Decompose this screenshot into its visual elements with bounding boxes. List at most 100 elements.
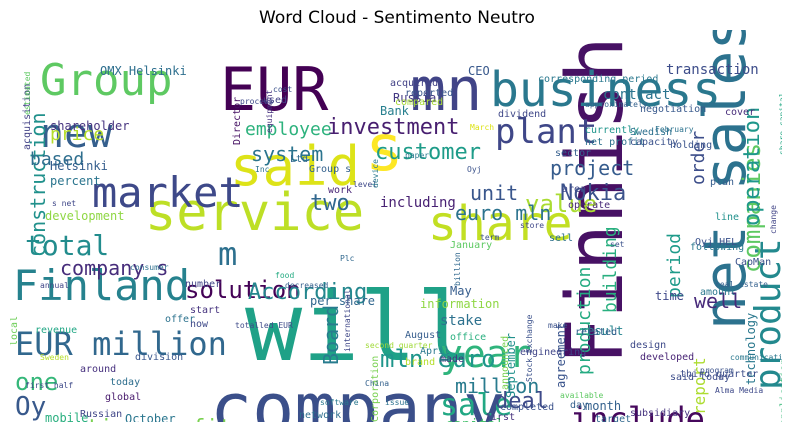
word-report: report: [690, 357, 709, 415]
word-alma-media: Alma Media: [715, 386, 763, 395]
word-acquired: acquired: [390, 78, 438, 89]
word-sweden: Sweden: [40, 353, 69, 362]
word-stake: stake: [440, 313, 482, 329]
word-contract: contract: [603, 87, 670, 103]
word-operate: operate: [568, 200, 610, 211]
word-construction: construction: [26, 113, 50, 258]
word-available: available: [560, 391, 604, 400]
word-bank: Bank: [380, 104, 410, 118]
word-capital: capital: [445, 417, 504, 422]
word-consumer: consumer: [130, 263, 169, 272]
word-holding: holding: [670, 140, 712, 151]
word-net-profit: net profit: [585, 137, 645, 148]
word-issue: issue: [385, 398, 409, 407]
word-global: global: [105, 392, 141, 403]
word-approximately: approximately: [585, 100, 648, 109]
word-third-quarter: third quarter: [680, 369, 758, 380]
word-division: division: [135, 352, 183, 363]
word-september: September: [504, 333, 518, 398]
word-change: change: [769, 205, 778, 234]
word-line: line: [715, 212, 739, 223]
word-technology: technology: [744, 313, 758, 385]
word-share: share: [428, 196, 573, 252]
word-mobile: mobile: [45, 411, 88, 422]
word-corporation: Corporation: [370, 356, 381, 422]
word-finnish: Finnish: [551, 36, 641, 365]
word-order: order: [688, 131, 709, 185]
word-russia: Russia: [393, 91, 436, 105]
word-building: building: [600, 226, 621, 313]
word-related: related: [575, 327, 617, 338]
word-billion: billion: [453, 252, 462, 286]
word-make: make: [548, 321, 567, 330]
word-office: office: [450, 332, 486, 343]
word-market: market: [92, 168, 244, 217]
word-cloud: company will EUR mn Finnish service share said s…: [10, 30, 782, 422]
word-capacity: capacity: [630, 137, 678, 148]
word-second-quarter: second quarter: [365, 341, 433, 350]
word-target: target: [595, 414, 631, 422]
word-operation: operation: [740, 107, 765, 226]
word-well: well: [694, 289, 742, 313]
word-including: including: [380, 195, 456, 211]
word-completed: completed: [500, 402, 554, 413]
word-subsidiary: subsidiary: [630, 408, 690, 419]
word-march: March: [470, 123, 494, 132]
word-program: program: [700, 366, 734, 375]
word-time: time: [655, 289, 684, 303]
word-include: include: [570, 400, 705, 422]
word-year: year: [440, 332, 532, 376]
word-around: around: [80, 364, 116, 375]
word-cover: cover: [725, 107, 755, 118]
word-network: network: [299, 410, 341, 421]
word-million: million: [455, 374, 539, 398]
word-business: business: [490, 62, 721, 118]
word-finland: Finland: [13, 261, 190, 310]
word-ceo: CEO: [468, 64, 490, 78]
word-reported: reported: [405, 88, 453, 99]
word-plc: Plc: [340, 254, 355, 263]
word-january: January: [450, 240, 492, 251]
word-paper: paper: [405, 151, 429, 160]
word-application: application: [779, 359, 782, 422]
word-process: process: [240, 97, 274, 106]
word-s: s: [365, 112, 404, 186]
word-real-estate: real estate: [715, 280, 768, 289]
word-made: made: [440, 354, 464, 365]
word-set: set: [610, 240, 625, 249]
word-announced: announced: [500, 336, 511, 390]
word-day: day: [570, 400, 588, 411]
word-number: number: [185, 279, 221, 290]
word-eur-million: EUR million: [15, 325, 227, 363]
word-engineering: engineering: [520, 347, 586, 358]
word-service: service: [145, 183, 364, 243]
word-net-sales: net sales: [691, 30, 759, 330]
word-system: system: [251, 142, 323, 166]
word-company-s: company s: [60, 256, 168, 280]
word-according: According: [248, 280, 367, 305]
word-part: part: [325, 421, 378, 422]
word-food: food: [275, 271, 294, 280]
word-currently: currently: [585, 125, 639, 136]
word-swedish: Swedish: [630, 127, 672, 138]
chart-title: Word Cloud - Sentimento Neutro: [259, 8, 535, 28]
word-price: price: [50, 124, 104, 145]
word-may: May: [450, 284, 472, 298]
word-acquisition: acquisition: [22, 84, 33, 150]
word-dividend: dividend: [498, 109, 546, 120]
word-shareholder: shareholder: [50, 119, 129, 133]
word-level: level: [353, 180, 377, 189]
word-used: used: [263, 95, 287, 106]
word-based: based: [30, 149, 84, 170]
word-period: period: [664, 233, 685, 298]
word-solution: solution: [185, 276, 301, 304]
word-customer: customer: [375, 140, 481, 165]
word-omx-helsinki: OMX Helsinki: [100, 64, 187, 78]
word-oyj-hel: Oyj HEL: [695, 237, 737, 248]
word-corresponding-period: corresponding period: [538, 74, 658, 85]
word-result: result: [580, 324, 623, 338]
word-mn: mn: [410, 55, 482, 125]
word-work: work: [328, 185, 352, 196]
word-share-capital: share capital: [778, 92, 782, 155]
